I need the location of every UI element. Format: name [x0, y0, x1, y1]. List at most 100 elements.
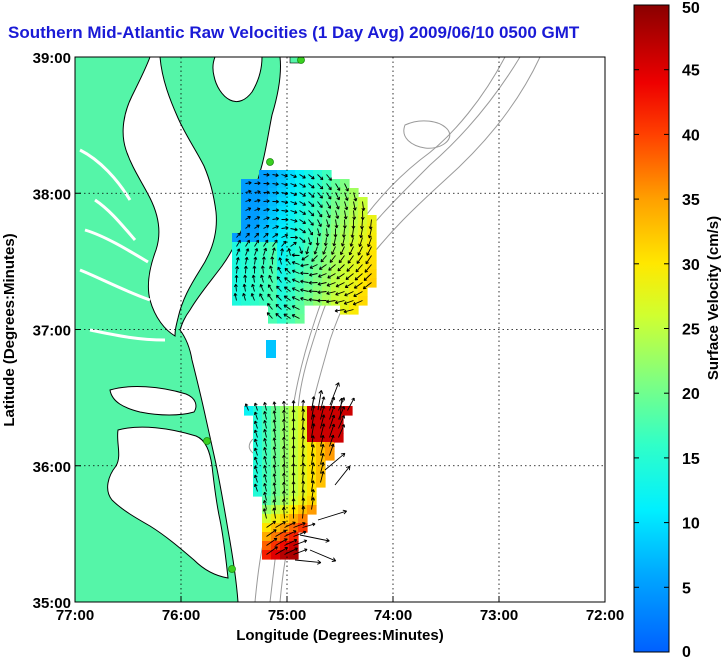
velocity-cell [325, 415, 335, 425]
velocity-cell [262, 424, 272, 434]
velocity-arrow [338, 255, 345, 264]
velocity-arrow [317, 183, 324, 190]
velocity-arrow [331, 246, 336, 255]
velocity-arrow [275, 529, 287, 537]
velocity-cell [334, 415, 344, 425]
velocity-arrow [344, 183, 349, 192]
velocity-arrow [263, 428, 267, 438]
velocity-cell [358, 269, 368, 279]
velocity-cell [232, 251, 242, 261]
velocity-arrow [301, 444, 306, 456]
velocity-arrow [280, 248, 285, 256]
velocity-arrow [311, 480, 315, 492]
velocity-arrow [329, 423, 336, 438]
velocity-cell [268, 242, 278, 252]
velocity-arrow [335, 210, 340, 219]
velocity-arrow [309, 264, 318, 269]
velocity-cell [286, 287, 296, 297]
velocity-arrow [263, 482, 267, 492]
velocity-arrow [233, 283, 238, 292]
velocity-arrow [245, 216, 251, 220]
velocity-arrow [290, 201, 298, 205]
velocity-arrow [272, 401, 277, 411]
velocity-arrow [299, 246, 304, 254]
velocity-arrow [272, 507, 277, 519]
velocity-arrow [338, 397, 344, 421]
velocity-cell [322, 260, 332, 270]
velocity-arrow [287, 248, 292, 256]
velocity-arrow [366, 246, 372, 256]
velocity-arrow [293, 548, 308, 555]
velocity-arrow [263, 247, 268, 256]
velocity-cell [268, 269, 278, 279]
colorbar-tick-label: 45 [682, 63, 700, 80]
velocity-cell [262, 469, 272, 479]
velocity-arrow [299, 237, 306, 243]
velocity-arrow [293, 522, 306, 528]
velocity-arrow [344, 201, 349, 211]
velocity-arrow [259, 293, 264, 301]
velocity-arrow [272, 182, 279, 186]
velocity-arrow [299, 228, 306, 234]
velocity-arrow [243, 265, 248, 274]
velocity-arrow [318, 264, 327, 270]
velocity-arrow [335, 201, 340, 210]
velocity-arrow [263, 446, 267, 456]
velocity-cell [304, 269, 314, 279]
colorbar-tick-label: 20 [682, 386, 700, 403]
velocity-arrow [300, 271, 309, 276]
velocity-cell [307, 406, 317, 416]
velocity-arrow [291, 506, 296, 519]
velocity-arrow [263, 491, 267, 501]
velocity-arrow [311, 462, 315, 474]
velocity-arrow [282, 436, 286, 447]
velocity-cell [262, 451, 272, 461]
velocity-arrow [294, 559, 322, 565]
velocity-arrow [326, 299, 336, 304]
velocity-arrow [269, 265, 273, 274]
velocity-cell [316, 478, 326, 488]
velocity-cell [244, 406, 254, 416]
velocity-cell [250, 269, 260, 279]
velocity-arrow [334, 308, 345, 313]
velocity-arrow [320, 423, 326, 438]
velocity-cell [286, 296, 296, 306]
velocity-arrow [263, 401, 267, 411]
velocity-cell [280, 514, 290, 524]
velocity-cell [322, 278, 332, 288]
velocity-arrow [272, 173, 279, 178]
velocity-arrow [332, 237, 337, 247]
velocity-cell [358, 287, 368, 297]
velocity-arrow [283, 313, 291, 319]
velocity-cell [253, 406, 263, 416]
velocity-arrow [346, 264, 354, 272]
radar-site-1 [297, 57, 305, 64]
velocity-arrow [263, 199, 270, 204]
velocity-arrow [282, 409, 286, 420]
velocity-cell [253, 424, 263, 434]
velocity-cell [253, 460, 263, 470]
velocity-arrow [358, 237, 363, 247]
velocity-cell [271, 433, 281, 443]
velocity-arrow [262, 508, 267, 519]
velocity-arrow [320, 461, 325, 474]
velocity-arrow [311, 435, 315, 447]
velocity-cell [232, 233, 242, 243]
velocity-cell [313, 269, 323, 279]
velocity-arrow [270, 256, 275, 265]
velocity-arrow [359, 228, 364, 239]
velocity-arrow [245, 232, 250, 238]
velocity-arrow [353, 282, 363, 289]
velocity-cell [367, 278, 377, 288]
radar-sites [203, 57, 305, 573]
velocity-cell [271, 442, 281, 452]
velocity-arrow [329, 434, 335, 447]
velocity-arrow [320, 470, 325, 483]
velocity-arrow [301, 462, 306, 474]
velocity-cell [268, 260, 278, 270]
velocity-cell [322, 287, 332, 297]
velocity-cell [250, 260, 260, 270]
velocity-cell [271, 424, 281, 434]
velocity-arrow [335, 183, 341, 191]
velocity-arrow [251, 283, 255, 292]
